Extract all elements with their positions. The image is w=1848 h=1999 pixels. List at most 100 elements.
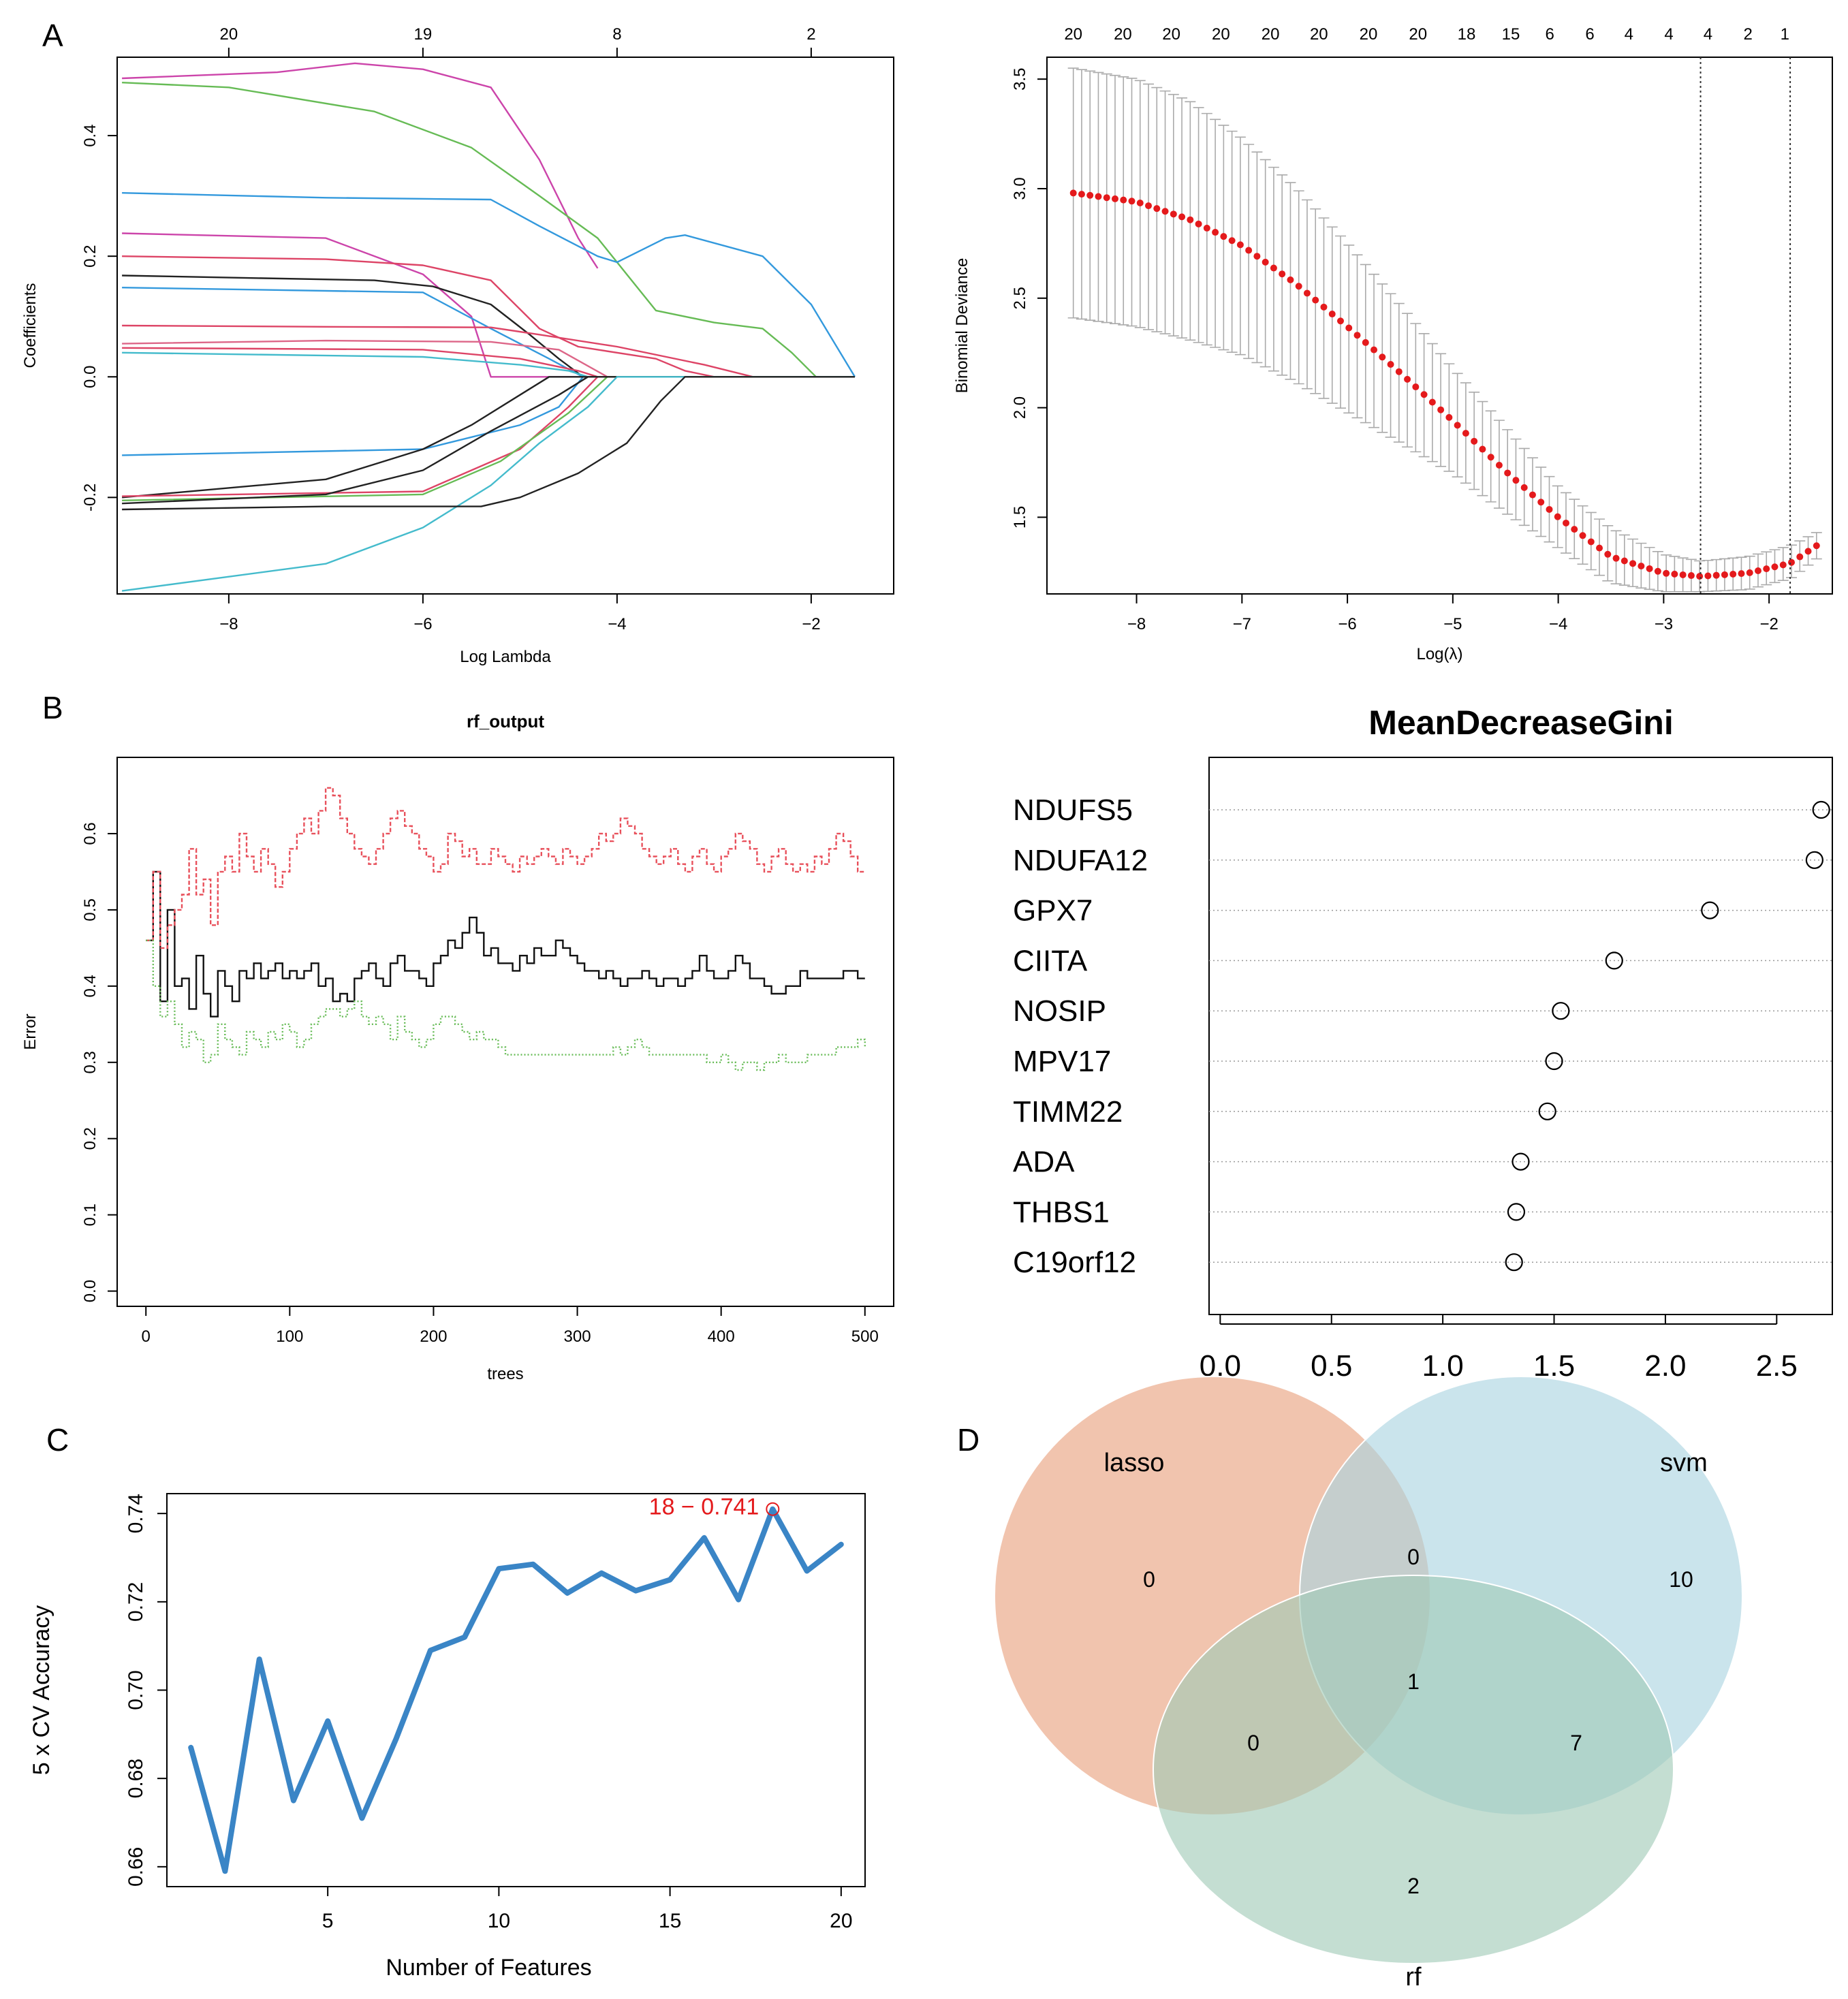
accuracy-point xyxy=(806,1570,808,1572)
x-tick-label: 5 xyxy=(322,1910,334,1932)
deviance-point xyxy=(1696,573,1704,580)
deviance-point xyxy=(1262,258,1269,266)
y-tick-label: 3.5 xyxy=(1011,67,1029,90)
deviance-point xyxy=(1738,570,1745,578)
x-tick-label: −5 xyxy=(1443,615,1462,633)
venn-count-lasso_svm: 0 xyxy=(1407,1545,1420,1569)
deviance-point xyxy=(1596,544,1603,552)
x-axis-label: Log Lambda xyxy=(460,648,551,666)
venn-count-svm_rf: 7 xyxy=(1570,1731,1582,1755)
coefficient-path-c12 xyxy=(122,376,855,456)
coefficient-path-c3 xyxy=(122,192,856,377)
deviance-point xyxy=(1270,264,1277,272)
importance-point xyxy=(1605,951,1623,970)
deviance-point xyxy=(1587,538,1595,546)
random-forest-error-chart: 0 100 200 300 400 500 0.0 0.1 0.2 0.3 0.4 0.5 0.6 rf_… xyxy=(21,711,894,1383)
venn-label-rf: rf xyxy=(1405,1963,1422,1992)
deviance-point xyxy=(1479,445,1486,453)
x-tick-label: −4 xyxy=(1549,615,1567,633)
x-tick-label: 400 xyxy=(708,1327,735,1346)
importance-point xyxy=(1545,1052,1563,1071)
x-tick-label: −8 xyxy=(1127,615,1146,633)
y-axis-label: Binomial Deviance xyxy=(953,258,971,394)
deviance-point xyxy=(1236,241,1244,249)
deviance-point xyxy=(1153,205,1161,213)
plot-frame xyxy=(1046,57,1833,595)
y-tick-label: 0.74 xyxy=(125,1494,147,1533)
coefficient-path-c1 xyxy=(122,62,599,269)
top-axis-label: 20 xyxy=(1162,25,1180,44)
panel-label-c: C xyxy=(46,1422,69,1458)
plot-frame xyxy=(116,757,894,1307)
deviance-point xyxy=(1178,213,1186,221)
deviance-point xyxy=(1086,191,1094,199)
coefficient-path-c8 xyxy=(122,324,855,378)
deviance-point xyxy=(1295,283,1302,290)
x-tick-label: −3 xyxy=(1655,615,1673,633)
importance-point xyxy=(1505,1253,1523,1272)
venn-label-svm: svm xyxy=(1660,1449,1708,1477)
deviance-point xyxy=(1312,296,1319,304)
deviance-point xyxy=(1638,563,1645,570)
deviance-point xyxy=(1069,189,1077,197)
deviance-point xyxy=(1187,216,1194,223)
top-axis-label: 20 xyxy=(1360,25,1378,44)
top-axis-label: 20 xyxy=(1114,25,1132,44)
accuracy-point xyxy=(669,1579,671,1581)
coefficient-path-c14 xyxy=(122,376,855,497)
deviance-point xyxy=(1554,513,1561,520)
top-axis-label: 18 xyxy=(1458,25,1476,44)
venn-label-lasso: lasso xyxy=(1104,1449,1165,1477)
deviance-point xyxy=(1212,229,1219,236)
accuracy-point xyxy=(464,1636,466,1638)
y-tick-label: 0.72 xyxy=(125,1582,147,1622)
accuracy-point xyxy=(361,1817,363,1819)
y-tick-label: 0.0 xyxy=(81,366,99,388)
variable-label: TIMM22 xyxy=(1013,1095,1123,1129)
deviance-point xyxy=(1629,560,1637,567)
venn-set-rf xyxy=(1153,1575,1674,1964)
deviance-point xyxy=(1754,567,1761,574)
deviance-point xyxy=(1161,208,1169,215)
top-axis-label: 4 xyxy=(1625,25,1633,44)
panel-label-a: A xyxy=(42,18,63,53)
deviance-point xyxy=(1663,569,1670,577)
venn-count-svm_only: 10 xyxy=(1669,1567,1693,1592)
top-axis-label: 20 xyxy=(1064,25,1082,44)
y-tick-label: 0.2 xyxy=(81,245,99,267)
deviance-point xyxy=(1136,200,1144,207)
accuracy-point xyxy=(429,1650,431,1652)
y-tick-label: 0.1 xyxy=(81,1203,99,1226)
accuracy-point xyxy=(395,1737,397,1740)
deviance-point xyxy=(1471,437,1478,445)
venn-count-all: 1 xyxy=(1407,1669,1420,1694)
coefficient-path-c16 xyxy=(122,376,855,505)
deviance-point xyxy=(1111,195,1118,202)
accuracy-point xyxy=(635,1590,637,1592)
importance-point xyxy=(1701,901,1719,919)
deviance-point xyxy=(1687,572,1695,580)
accuracy-line xyxy=(188,1506,844,1874)
deviance-point xyxy=(1462,430,1469,437)
y-tick-label: 0.4 xyxy=(81,975,99,997)
y-tick-label: 0.2 xyxy=(81,1127,99,1150)
deviance-point xyxy=(1287,276,1294,283)
y-axis-label: 5 x CV Accuracy xyxy=(29,1605,54,1775)
deviance-point xyxy=(1788,558,1796,566)
deviance-point xyxy=(1420,391,1428,398)
x-tick-label: −6 xyxy=(1338,615,1356,633)
deviance-point xyxy=(1328,311,1336,318)
accuracy-point xyxy=(190,1746,192,1748)
deviance-point xyxy=(1428,398,1436,406)
top-axis-label: 20 xyxy=(1212,25,1230,44)
svm-cv-accuracy-chart: 5 10 15 20 0.66 0.68 0.70 0.72 0.74 Number of Fea… xyxy=(29,1493,866,1981)
deviance-point xyxy=(1779,561,1787,569)
best-point-marker xyxy=(766,1502,780,1516)
accuracy-point xyxy=(601,1572,603,1574)
x-tick-label: 0.5 xyxy=(1311,1349,1352,1383)
x-tick-label: −7 xyxy=(1233,615,1251,633)
deviance-point xyxy=(1371,346,1378,353)
best-point-annotation: 18 − 0.741 xyxy=(649,1494,759,1520)
variable-label: NDUFS5 xyxy=(1013,793,1133,827)
